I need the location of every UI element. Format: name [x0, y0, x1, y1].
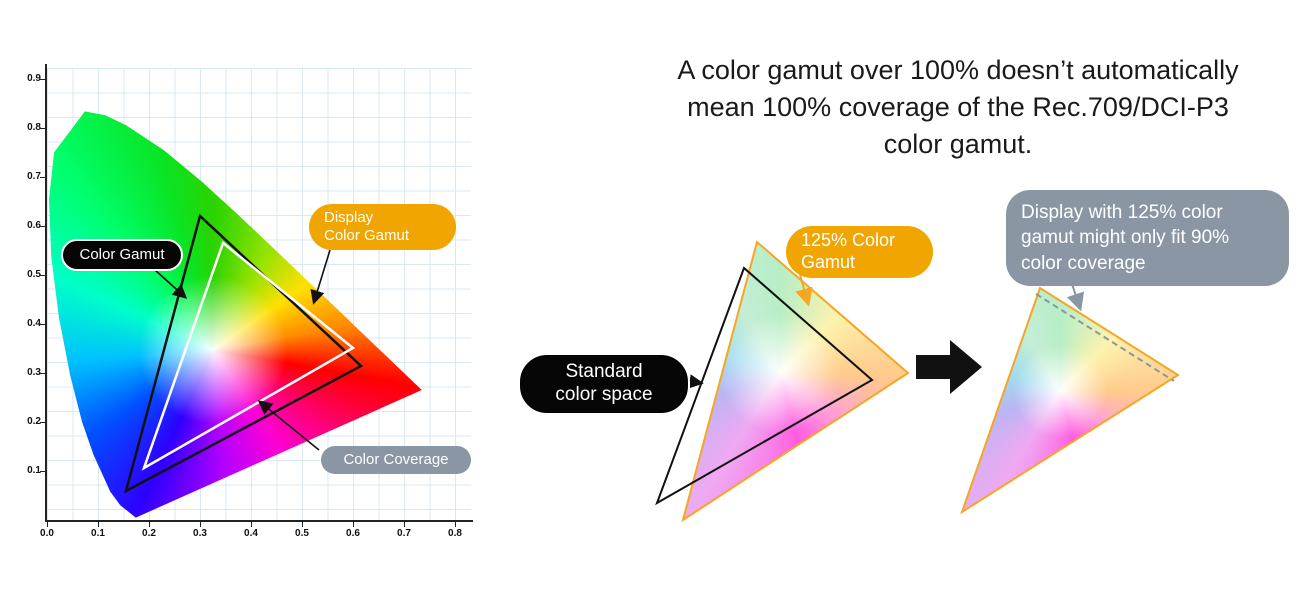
coverage-result-line3: color coverage — [1021, 252, 1146, 274]
y-axis-line — [45, 64, 47, 522]
x-tick-label: 0.2 — [142, 528, 156, 539]
gamut-triangles-overlay — [124, 213, 364, 494]
transition-arrow-icon — [916, 340, 982, 394]
coverage-result-label: Display with 125% color gamut might only… — [1006, 190, 1289, 286]
color-gamut-label: Color Gamut — [61, 239, 183, 271]
gamut-125-label: 125% Color Gamut — [786, 226, 933, 278]
display-gamut-triangle — [141, 240, 356, 471]
gamut-125-line2: Gamut — [801, 252, 856, 272]
x-tick-label: 0.5 — [295, 528, 309, 539]
y-tick-label: 0.8 — [27, 122, 41, 133]
cie-chromaticity-diagram: 0.0 0.1 0.2 0.3 0.4 0.5 0.6 0.7 0.8 0.9 … — [25, 40, 495, 540]
coverage-result-diagram — [950, 270, 1190, 540]
standard-line2: color space — [555, 384, 653, 405]
display-label-line2: Color Gamut — [324, 227, 410, 244]
coverage-result-line1: Display with 125% color — [1021, 201, 1223, 223]
coverage-result-overlay — [960, 283, 1180, 515]
x-tick-label: 0.3 — [193, 528, 207, 539]
transition-arrow-shape — [916, 340, 982, 394]
color-gamut-arrow — [154, 269, 188, 299]
display-label-line1: Display — [324, 209, 374, 226]
y-tick-label: 0.2 — [27, 416, 41, 427]
display-color-gamut-label: Display Color Gamut — [309, 204, 456, 250]
gamut-125-line1: 125% Color — [801, 230, 896, 251]
headline-line2: mean 100% coverage of the Rec.709/DCI-P3 — [687, 92, 1229, 122]
y-tick-label: 0.3 — [27, 367, 41, 378]
color-coverage-arrow — [257, 400, 320, 451]
x-axis-line — [45, 520, 473, 522]
coverage-90-dashed-line — [1035, 293, 1175, 382]
y-axis-tickmarks — [40, 79, 45, 473]
gamut-125-triangle — [681, 240, 910, 523]
standard-line1: Standard — [565, 361, 643, 383]
y-tick-label: 0.9 — [27, 73, 41, 84]
color-coverage-label-text: Color Coverage — [343, 451, 449, 468]
display-gamut-arrow — [310, 249, 331, 305]
y-tick-label: 0.6 — [27, 220, 41, 231]
headline: A color gamut over 100% doesn’t automati… — [618, 52, 1298, 163]
coverage-result-arrow — [1066, 283, 1084, 312]
x-tick-label: 0.0 — [40, 528, 54, 539]
standard-color-space-label: Standard color space — [518, 353, 690, 415]
gamut-125-arrow — [795, 274, 813, 307]
y-tick-label: 0.4 — [27, 318, 41, 329]
x-tick-label: 0.6 — [346, 528, 360, 539]
headline-line3: color gamut. — [883, 129, 1033, 159]
headline-line1: A color gamut over 100% doesn’t automati… — [677, 55, 1239, 85]
x-tick-label: 0.7 — [397, 528, 411, 539]
coverage-result-line2: gamut might only fit 90% — [1021, 227, 1230, 249]
gamut-vs-standard-diagram — [630, 225, 930, 535]
y-tick-label: 0.1 — [27, 465, 41, 476]
y-tick-label: 0.7 — [27, 171, 41, 182]
x-tick-label: 0.8 — [448, 528, 462, 539]
x-tick-label: 0.1 — [91, 528, 105, 539]
color-gamut-label-text: Color Gamut — [79, 246, 165, 263]
x-tick-label: 0.4 — [244, 528, 258, 539]
gamut-125-outline-triangle — [960, 286, 1180, 515]
x-axis-tickmarks — [47, 522, 457, 527]
y-tick-label: 0.5 — [27, 269, 41, 280]
color-coverage-label: Color Coverage — [321, 446, 471, 474]
